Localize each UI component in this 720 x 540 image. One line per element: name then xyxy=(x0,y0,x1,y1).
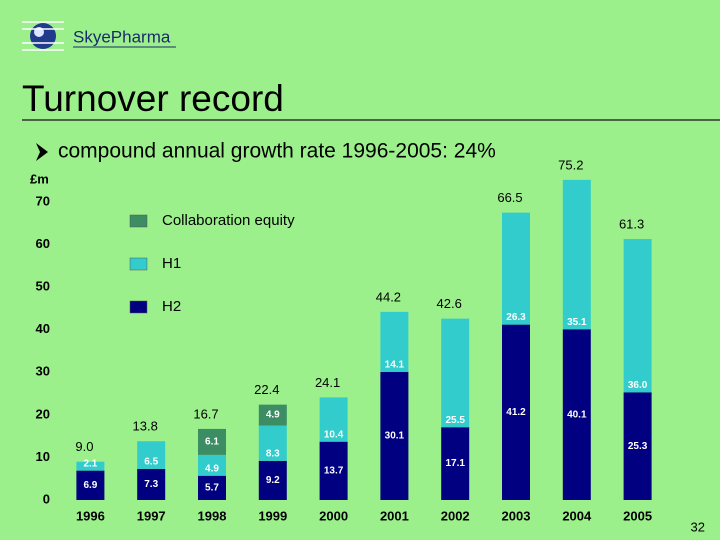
segment-label: 10.4 xyxy=(324,429,344,440)
legend-label: H2 xyxy=(162,298,181,315)
bar-segment xyxy=(562,179,591,330)
segment-label: 4.9 xyxy=(266,410,280,421)
x-tick-label: 1997 xyxy=(137,508,166,523)
segment-label: 35.1 xyxy=(567,317,587,328)
y-tick-label: 70 xyxy=(36,193,50,208)
y-tick-label: 0 xyxy=(43,491,50,506)
segment-label: 17.1 xyxy=(445,458,465,469)
legend-label: Collaboration equity xyxy=(162,212,295,229)
y-tick-label: 60 xyxy=(36,236,50,251)
total-label: 75.2 xyxy=(558,157,583,172)
bar-segment xyxy=(502,324,530,500)
total-label: 44.2 xyxy=(376,289,401,304)
segment-label: 36.0 xyxy=(628,380,648,391)
bar-segment xyxy=(380,371,409,500)
y-tick-label: 40 xyxy=(36,321,50,336)
segment-label: 4.9 xyxy=(205,463,219,474)
bar-segment xyxy=(441,318,470,428)
total-label: 61.3 xyxy=(619,216,644,231)
bar-segment xyxy=(198,475,226,500)
bar-segment xyxy=(258,404,287,426)
segment-label: 2.1 xyxy=(83,458,97,469)
x-tick-label: 2005 xyxy=(623,508,652,523)
total-label: 16.7 xyxy=(193,406,218,421)
bar-segment xyxy=(380,311,409,372)
y-tick-label: 30 xyxy=(36,364,50,379)
x-tick-label: 1999 xyxy=(258,508,287,523)
segment-label: 6.1 xyxy=(205,437,219,448)
x-tick-label: 2004 xyxy=(562,508,592,523)
y-tick-label: 20 xyxy=(36,406,50,421)
segment-label: 26.3 xyxy=(506,312,526,323)
bullet-arrow xyxy=(36,143,48,161)
segment-label: 40.1 xyxy=(567,409,587,420)
segment-label: 7.3 xyxy=(144,479,158,490)
x-tick-label: 2001 xyxy=(380,508,409,523)
bar-segment xyxy=(562,329,591,500)
bar-segment xyxy=(319,397,348,442)
segment-label: 6.5 xyxy=(144,457,158,468)
legend-label: H1 xyxy=(162,255,181,272)
bar-segment xyxy=(76,470,105,500)
total-label: 66.5 xyxy=(497,190,522,205)
y-tick-label: 10 xyxy=(36,449,50,464)
x-tick-label: 2000 xyxy=(319,508,348,523)
segment-label: 14.1 xyxy=(385,360,405,371)
segment-label: 8.3 xyxy=(266,448,280,459)
total-label: 24.1 xyxy=(315,375,340,390)
segment-label: 6.9 xyxy=(83,480,97,491)
y-unit: £m xyxy=(30,171,49,186)
bar-segment xyxy=(319,441,348,500)
segment-label: 13.7 xyxy=(324,465,344,476)
total-label: 42.6 xyxy=(437,296,462,311)
x-tick-label: 2002 xyxy=(441,508,470,523)
bar-segment xyxy=(623,392,652,500)
bar-segment xyxy=(137,441,166,469)
bar-segment xyxy=(502,212,530,325)
bar-segment xyxy=(623,239,652,393)
segment-label: 41.2 xyxy=(506,407,526,418)
bar-segment xyxy=(137,468,166,500)
legend-swatch xyxy=(129,257,148,271)
bar-segment xyxy=(258,460,287,500)
legend-swatch xyxy=(129,214,148,228)
bar-segment xyxy=(198,454,226,476)
slide-title: Turnover record xyxy=(22,78,284,119)
segment-label: 25.5 xyxy=(445,415,465,426)
logo-mark xyxy=(22,21,64,51)
bar-segment xyxy=(198,428,226,455)
segment-label: 9.2 xyxy=(266,475,280,486)
total-label: 9.0 xyxy=(75,439,93,454)
total-label: 22.4 xyxy=(254,382,279,397)
bullet-text: compound annual growth rate 1996-2005: 2… xyxy=(58,140,496,163)
bar-segment xyxy=(441,427,470,500)
y-tick-label: 50 xyxy=(36,279,50,294)
x-tick-label: 1996 xyxy=(76,508,105,523)
x-tick-label: 1998 xyxy=(198,508,227,523)
total-label: 13.8 xyxy=(133,419,158,434)
logo-text: SkyePharma xyxy=(73,27,171,46)
segment-label: 30.1 xyxy=(385,431,405,442)
segment-label: 5.7 xyxy=(205,483,219,494)
x-tick-label: 2003 xyxy=(502,508,531,523)
bar-segment xyxy=(76,461,105,471)
bar-segment xyxy=(258,425,287,461)
page-number: 32 xyxy=(691,519,705,534)
segment-label: 25.3 xyxy=(628,441,648,452)
legend-swatch xyxy=(129,300,148,314)
